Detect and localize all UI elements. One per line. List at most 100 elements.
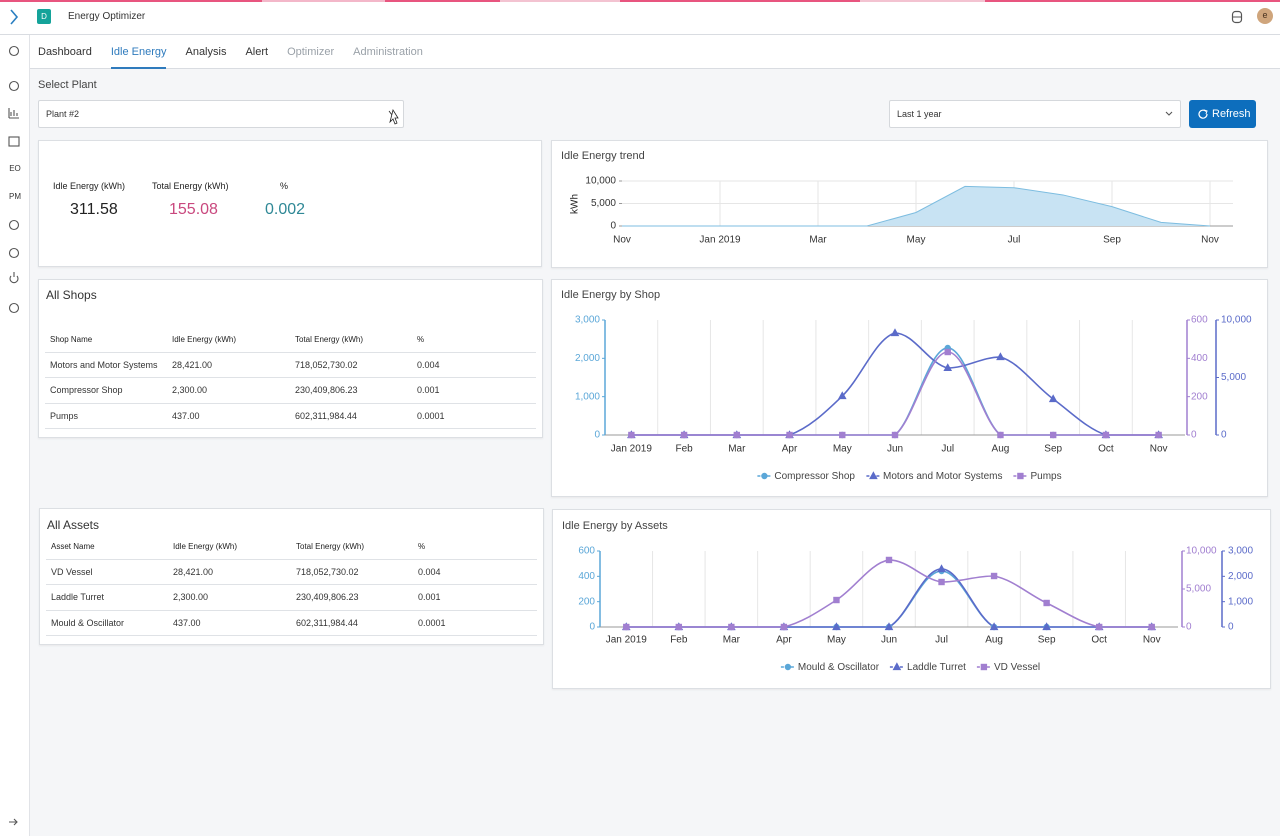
assets-panel: All Assets Asset Name Idle Energy (kWh) Tot… — [39, 508, 544, 645]
legend-label: Mould & Oscillator — [797, 661, 880, 673]
summary-label: % — [280, 181, 289, 191]
table-cell: 602,311,984.44 — [290, 403, 412, 429]
tab[interactable]: Alert — [245, 46, 269, 58]
column-header: Shop Name — [45, 327, 167, 353]
column-header: Asset Name — [46, 534, 168, 560]
top-bar — [0, 0, 1280, 35]
table-cell: Compressor Shop — [45, 377, 167, 404]
table-cell: 28,421.00 — [167, 352, 290, 378]
tab[interactable]: Administration — [353, 46, 423, 58]
marker — [892, 662, 902, 671]
refresh-icon — [1198, 109, 1208, 119]
legend-item[interactable]: Laddle Turret — [889, 661, 966, 673]
marker — [868, 471, 878, 480]
refresh-button[interactable]: Refresh — [1189, 100, 1256, 128]
chart-title: Idle Energy trend — [561, 150, 645, 162]
legend-item[interactable]: Pumps — [1012, 470, 1062, 482]
period-value: Last 1 year — [897, 109, 942, 119]
legend-label: Pumps — [1030, 470, 1062, 482]
summary-value: 311.58 — [70, 201, 118, 218]
marker — [1017, 472, 1024, 480]
tab[interactable]: Analysis — [185, 46, 227, 58]
table-cell: 230,409,806.23 — [291, 584, 413, 611]
summary-label: Total Energy (kWh) — [152, 181, 229, 191]
column-header: % — [412, 327, 536, 353]
table-header: Shop Name Idle Energy (kWh) Total Energy (… — [45, 327, 536, 353]
legend-icon — [780, 663, 795, 671]
table-cell: Laddle Turret — [46, 584, 168, 611]
table-cell: Pumps — [45, 403, 167, 429]
marker — [980, 663, 988, 671]
table-cell: 718,052,730.02 — [291, 559, 413, 585]
app-badge: D — [37, 9, 51, 24]
table-row: VD Vessel 28,421.00 718,052,730.02 0.004 — [46, 559, 537, 585]
table-row: Laddle Turret 2,300.00 230,409,806.23 0.001 — [46, 584, 537, 611]
refresh-label: Refresh — [1212, 108, 1251, 120]
table-cell: 718,052,730.02 — [290, 352, 412, 378]
legend-icon — [757, 472, 772, 480]
help-icon[interactable] — [1230, 10, 1244, 24]
data-table: Shop Name Idle Energy (kWh) Total Energy (… — [45, 327, 536, 429]
legend-item[interactable]: Mould & Oscillator — [780, 661, 879, 673]
marker — [784, 663, 792, 671]
table-header: Asset Name Idle Energy (kWh) Total Energy … — [46, 534, 537, 560]
plant-label: Select Plant — [38, 79, 97, 91]
chart-title: Idle Energy by Shop — [561, 289, 661, 301]
legend-label: Motors and Motor Systems — [882, 470, 1003, 482]
table-cell: 437.00 — [168, 610, 291, 636]
legend-label: VD Vessel — [993, 661, 1041, 673]
table-cell: 2,300.00 — [168, 584, 291, 611]
table-cell: 230,409,806.23 — [290, 377, 412, 404]
table-cell: Mould & Oscillator — [46, 610, 168, 636]
table-row: Compressor Shop 2,300.00 230,409,806.23 0.0… — [45, 377, 536, 404]
tab[interactable]: Dashboard — [38, 46, 92, 58]
tab[interactable]: Idle Energy — [110, 35, 167, 69]
legend-icon — [1013, 472, 1028, 480]
legend-icon — [890, 662, 905, 671]
avatar[interactable]: e — [1257, 8, 1273, 24]
menu-toggle[interactable] — [6, 8, 22, 26]
legend-item[interactable]: Compressor Shop — [756, 470, 855, 482]
table-cell: 0.001 — [413, 584, 537, 611]
table-row: Mould & Oscillator 437.00 602,311,984.44 0.… — [46, 610, 537, 636]
legend-icon — [865, 471, 880, 480]
top-stripe — [0, 0, 1280, 2]
summary-value: 155.08 — [169, 201, 218, 218]
plant-select[interactable]: Plant #2 — [38, 100, 404, 128]
table-cell: 602,311,984.44 — [291, 610, 413, 636]
table-cell: 0.001 — [412, 377, 536, 404]
chart-title: Idle Energy by Assets — [562, 520, 668, 532]
table-title: All Shops — [46, 288, 97, 302]
period-select[interactable]: Last 1 year — [889, 100, 1181, 128]
legend-label: Laddle Turret — [907, 661, 966, 673]
sidebar-item[interactable]: EO — [9, 164, 21, 173]
chevron — [1165, 111, 1173, 116]
sidebar-item[interactable]: PM — [9, 192, 21, 201]
plant-value: Plant #2 — [46, 109, 80, 119]
table-row: Motors and Motor Systems 28,421.00 718,052… — [45, 352, 536, 378]
legend: Compressor Shop Motors and Motor Systems P… — [756, 470, 1062, 482]
column-header: Total Energy (kWh) — [290, 327, 412, 353]
sidebar: EO PM — [0, 35, 30, 836]
summary-value: 0.002 — [265, 201, 306, 218]
table-cell: 437.00 — [167, 403, 290, 429]
legend-item[interactable]: VD Vessel — [976, 661, 1040, 673]
marker — [761, 472, 768, 480]
legend-icon — [976, 663, 991, 671]
table-title: All Assets — [47, 518, 100, 532]
legend-label: Compressor Shop — [774, 470, 855, 482]
column-header: Total Energy (kWh) — [291, 534, 413, 560]
legend-item[interactable]: Motors and Motor Systems — [865, 470, 1002, 482]
table-cell: Motors and Motor Systems — [45, 352, 167, 378]
table-cell: 0.004 — [413, 559, 537, 585]
app-title: Energy Optimizer — [68, 11, 146, 22]
tab-bar: Dashboard Idle Energy Analysis Alert Optimiz… — [30, 35, 1280, 69]
tab[interactable]: Optimizer — [287, 46, 335, 58]
table-cell: 28,421.00 — [168, 559, 291, 585]
shops-panel: All Shops Shop Name Idle Energy (kWh) Total… — [38, 279, 543, 438]
cursor — [388, 108, 399, 125]
table-cell: 0.0001 — [412, 403, 536, 429]
table-cell: 0.0001 — [413, 610, 537, 636]
column-header: Idle Energy (kWh) — [168, 534, 291, 560]
